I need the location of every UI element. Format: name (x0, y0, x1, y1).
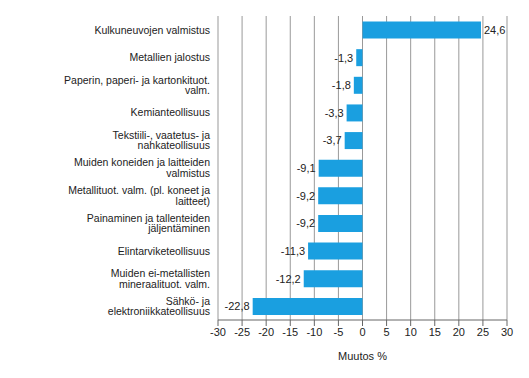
svg-text:-15: -15 (282, 326, 298, 338)
svg-text:5: 5 (384, 326, 390, 338)
svg-text:30: 30 (501, 326, 513, 338)
svg-text:15: 15 (429, 326, 441, 338)
svg-text:25: 25 (477, 326, 489, 338)
svg-text:-3,7: -3,7 (323, 134, 342, 146)
svg-text:-10: -10 (306, 326, 322, 338)
svg-text:0: 0 (359, 326, 365, 338)
svg-text:Metallien jalostus: Metallien jalostus (129, 51, 210, 63)
svg-text:Metallituot. valm. (pl. koneet: Metallituot. valm. (pl. koneet jalaittee… (68, 184, 210, 207)
svg-text:10: 10 (405, 326, 417, 338)
svg-text:Paperin, paperi- ja kartonkitu: Paperin, paperi- ja kartonkituot.valm. (64, 74, 210, 97)
svg-text:Kulkuneuvojen valmistus: Kulkuneuvojen valmistus (94, 24, 210, 36)
svg-text:-1,8: -1,8 (332, 79, 351, 91)
svg-text:Muutos %: Muutos % (338, 350, 387, 362)
svg-text:-11,3: -11,3 (281, 245, 305, 257)
svg-text:Muiden koneiden ja laitteidenv: Muiden koneiden ja laitteidenvalmistus (74, 156, 210, 179)
svg-text:Elintarviketeollisuus: Elintarviketeollisuus (118, 245, 210, 257)
svg-text:-20: -20 (258, 326, 274, 338)
svg-text:Kemianteollisuus: Kemianteollisuus (131, 106, 210, 118)
svg-text:-9,2: -9,2 (296, 217, 315, 229)
svg-text:Sähkö- jaelektroniikkateollisu: Sähkö- jaelektroniikkateollisuus (108, 295, 210, 318)
svg-text:24,6: 24,6 (484, 24, 505, 36)
svg-text:Tekstiili-, vaatetus- janahkat: Tekstiili-, vaatetus- janahkateollisuus (113, 129, 211, 152)
svg-text:-25: -25 (234, 326, 250, 338)
svg-text:Muiden ei-metallistenmineraali: Muiden ei-metallistenmineraalituot. valm… (111, 267, 210, 290)
svg-text:-30: -30 (210, 326, 226, 338)
svg-text:Painaminen ja tallenteidenjälj: Painaminen ja tallenteidenjäljentäminen (87, 212, 210, 235)
svg-text:-5: -5 (334, 326, 344, 338)
svg-text:20: 20 (453, 326, 465, 338)
svg-text:-1,3: -1,3 (334, 52, 353, 64)
svg-text:-3,3: -3,3 (325, 107, 344, 119)
svg-text:-9,1: -9,1 (297, 162, 316, 174)
svg-text:-22,8: -22,8 (225, 300, 250, 312)
svg-text:-12,2: -12,2 (276, 273, 301, 285)
svg-text:-9,2: -9,2 (296, 190, 315, 202)
